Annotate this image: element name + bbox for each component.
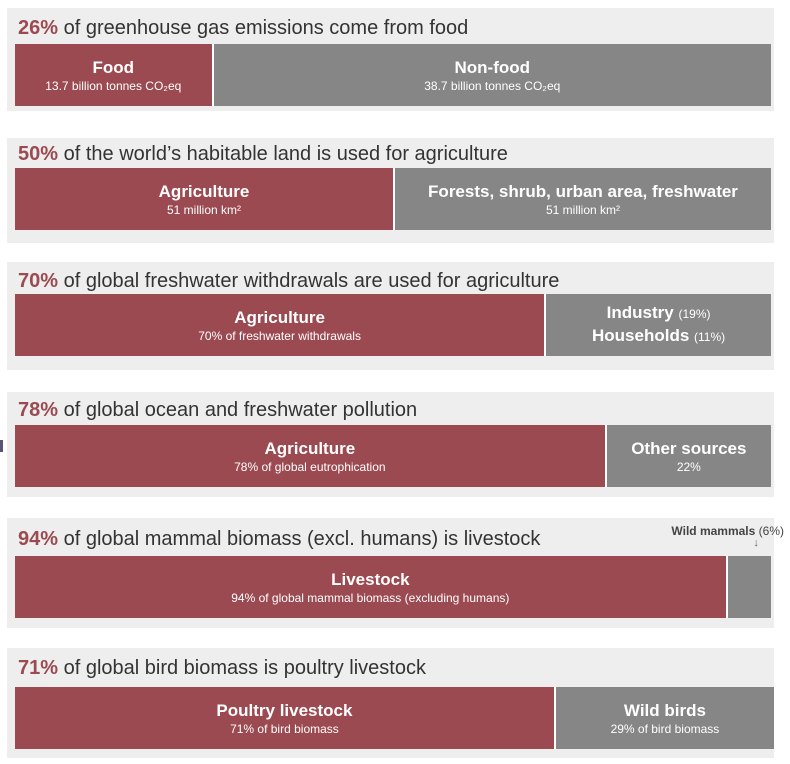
bar-segment-wild-birds: Wild birds 29% of bird biomass <box>553 687 774 749</box>
segment-sublabel: 38.7 billion tonnes CO₂eq <box>424 78 561 93</box>
panel-title: 78% of global ocean and freshwater pollu… <box>18 399 417 422</box>
panel-title: 70% of global freshwater withdrawals are… <box>18 270 559 293</box>
bar-segment-other-sources: Other sources 22% <box>604 425 771 487</box>
title-text: of global freshwater withdrawals are use… <box>63 270 560 292</box>
title-percent: 50% <box>18 143 59 165</box>
bar-segment-food: Food 13.7 billion tonnes CO₂eq <box>15 44 212 106</box>
industry-share: (19%) <box>678 307 711 321</box>
segment-label: Agriculture <box>234 307 325 327</box>
bar-segment-wild-mammals <box>725 556 771 618</box>
title-percent: 78% <box>18 399 59 421</box>
down-arrow-icon: ↓ <box>753 537 759 549</box>
bar-segment-non-food: Non-food 38.7 billion tonnes CO₂eq <box>211 44 771 106</box>
panel-freshwater: 70% of global freshwater withdrawals are… <box>7 262 774 370</box>
bar-segment-agriculture: Agriculture 78% of global eutrophication <box>15 425 605 487</box>
title-text: of global ocean and freshwater pollution <box>63 399 418 421</box>
callout-label: Wild mammals <box>671 524 756 538</box>
title-text: of the world’s habitable land is used fo… <box>63 143 508 165</box>
segment-label: Livestock <box>331 569 410 589</box>
industry-label: Industry <box>606 303 674 322</box>
segment-sublabel: 70% of freshwater withdrawals <box>198 328 361 343</box>
title-percent: 71% <box>18 657 59 679</box>
bar-segment-livestock: Livestock 94% of global mammal biomass (… <box>15 556 726 618</box>
segment-label: Agriculture <box>158 181 250 201</box>
panel-title: 50% of the world’s habitable land is use… <box>18 143 508 166</box>
segment-label: Forests, shrub, urban area, freshwater <box>428 181 738 201</box>
households-label: Households <box>592 326 690 345</box>
panel-pollution: 78% of global ocean and freshwater pollu… <box>7 392 774 497</box>
segment-label-industry: Industry (19%) <box>607 302 711 325</box>
callout-share: (6%) <box>758 524 784 538</box>
bar-segment-industry-households: Industry (19%) Households (11%) <box>544 294 771 356</box>
bar-segment-agriculture: Agriculture 51 million km² <box>15 168 393 230</box>
wild-mammals-callout: Wild mammals (6%) ↓ <box>671 524 784 549</box>
panel-land: 50% of the world’s habitable land is use… <box>7 138 774 243</box>
segment-sublabel: 13.7 billion tonnes CO₂eq <box>45 78 182 93</box>
panel-title: 71% of global bird biomass is poultry li… <box>18 657 426 680</box>
stacked-bar: Agriculture 70% of freshwater withdrawal… <box>15 294 771 356</box>
segment-sublabel: 51 million km² <box>166 202 241 217</box>
stacked-bar: Agriculture 51 million km² Forests, shru… <box>15 168 771 230</box>
segment-label-households: Households (11%) <box>592 325 725 348</box>
segment-sublabel: 94% of global mammal biomass (excluding … <box>231 590 510 605</box>
segment-label: Other sources <box>631 438 747 458</box>
bar-segment-poultry: Poultry livestock 71% of bird biomass <box>15 687 554 749</box>
segment-label: Food <box>92 57 135 77</box>
households-share: (11%) <box>694 330 726 344</box>
edge-marker <box>0 440 3 452</box>
title-percent: 70% <box>18 270 59 292</box>
stacked-bar: Agriculture 78% of global eutrophication… <box>15 425 771 487</box>
segment-label: Poultry livestock <box>216 700 353 720</box>
panel-birds: 71% of global bird biomass is poultry li… <box>7 648 774 758</box>
stacked-bar: Poultry livestock 71% of bird biomass Wi… <box>15 687 774 749</box>
panel-title: 94% of global mammal biomass (excl. huma… <box>18 528 540 551</box>
stacked-bar: Livestock 94% of global mammal biomass (… <box>15 556 771 618</box>
title-text: of global bird biomass is poultry livest… <box>63 657 426 679</box>
panel-mammals: 94% of global mammal biomass (excl. huma… <box>7 518 774 628</box>
title-text: of greenhouse gas emissions come from fo… <box>63 17 469 39</box>
segment-sublabel: 22% <box>676 459 701 474</box>
segment-label: Non-food <box>454 57 531 77</box>
segment-label: Wild birds <box>623 700 706 720</box>
segment-label: Agriculture <box>264 438 356 458</box>
stacked-bar: Food 13.7 billion tonnes CO₂eq Non-food … <box>15 44 771 106</box>
panel-ghg: 26% of greenhouse gas emissions come fro… <box>7 8 774 111</box>
title-percent: 26% <box>18 17 59 39</box>
bar-segment-other-land: Forests, shrub, urban area, freshwater 5… <box>393 168 771 230</box>
panel-title: 26% of greenhouse gas emissions come fro… <box>18 17 468 40</box>
segment-sublabel: 71% of bird biomass <box>230 721 339 736</box>
title-percent: 94% <box>18 528 59 550</box>
bar-segment-agriculture: Agriculture 70% of freshwater withdrawal… <box>15 294 545 356</box>
title-text: of global mammal biomass (excl. humans) … <box>63 528 541 550</box>
segment-sublabel: 51 million km² <box>545 202 620 217</box>
segment-sublabel: 78% of global eutrophication <box>234 459 386 474</box>
segment-sublabel: 29% of bird biomass <box>610 721 720 736</box>
